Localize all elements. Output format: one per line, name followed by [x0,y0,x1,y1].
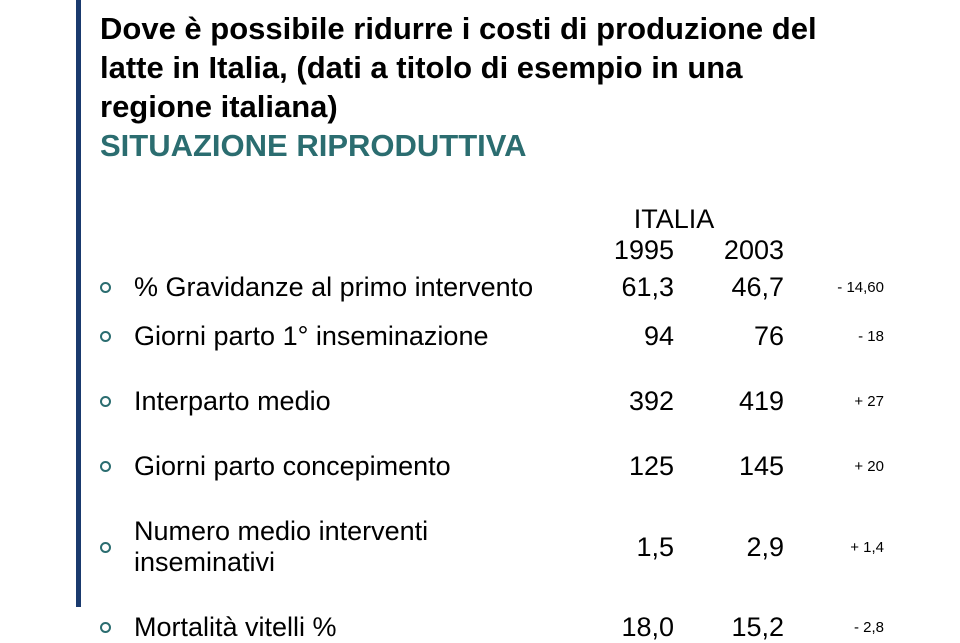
table-header-years: 1995 2003 [100,235,930,266]
left-accent-bar [76,0,81,607]
row-label: Interparto medio [134,386,564,417]
title-line-3: regione italiana) [100,88,930,127]
row-delta: + 1,4 [784,539,884,556]
row-value-2: 419 [674,386,784,417]
row-value-2: 46,7 [674,272,784,303]
slide-content: Dove è possibile ridurre i costi di prod… [100,10,930,643]
row-value-1: 18,0 [564,612,674,643]
row-delta: - 14,60 [784,279,884,296]
data-table: ITALIA 1995 2003 % Gravidanze al primo i… [100,204,930,643]
bullet-icon [100,461,134,472]
row-delta: - 2,8 [784,619,884,636]
row-value-2: 15,2 [674,612,784,643]
table-row: Giorni parto 1° inseminazione 94 76 - 18 [100,321,930,352]
row-value-1: 1,5 [564,532,674,563]
table-row: Numero medio interventi inseminativi 1,5… [100,516,930,578]
bullet-icon [100,396,134,407]
table-header-country: ITALIA [100,204,930,235]
row-value-1: 125 [564,451,674,482]
row-label: Giorni parto 1° inseminazione [134,321,564,352]
header-country: ITALIA [564,204,784,235]
row-delta: + 27 [784,393,884,410]
header-year-1: 1995 [564,235,674,266]
row-label: Mortalità vitelli % [134,612,564,643]
row-delta: - 18 [784,328,884,345]
row-label: Numero medio interventi inseminativi [134,516,564,578]
title-line-1: Dove è possibile ridurre i costi di prod… [100,10,930,49]
header-year-2: 2003 [674,235,784,266]
row-delta: + 20 [784,458,884,475]
bullet-icon [100,622,134,633]
row-label: % Gravidanze al primo intervento [134,272,564,303]
bullet-icon [100,542,134,553]
row-value-2: 2,9 [674,532,784,563]
row-value-2: 76 [674,321,784,352]
row-value-2: 145 [674,451,784,482]
table-row: % Gravidanze al primo intervento 61,3 46… [100,272,930,303]
bullet-icon [100,331,134,342]
row-value-1: 392 [564,386,674,417]
title-line-2: latte in Italia, (dati a titolo di esemp… [100,49,930,88]
row-value-1: 61,3 [564,272,674,303]
table-row: Interparto medio 392 419 + 27 [100,386,930,417]
row-value-1: 94 [564,321,674,352]
subtitle: SITUAZIONE RIPRODUTTIVA [100,128,930,164]
bullet-icon [100,282,134,293]
row-label: Giorni parto concepimento [134,451,564,482]
table-row: Giorni parto concepimento 125 145 + 20 [100,451,930,482]
table-row: Mortalità vitelli % 18,0 15,2 - 2,8 [100,612,930,643]
